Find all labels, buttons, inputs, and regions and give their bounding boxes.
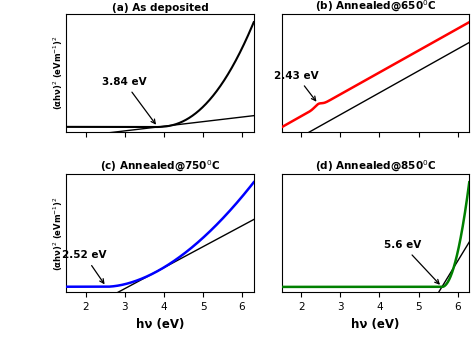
Title: (a) As deposited: (a) As deposited xyxy=(112,3,209,13)
Y-axis label: (αhν)$^2$ (eVm$^{-1}$)$^2$: (αhν)$^2$ (eVm$^{-1}$)$^2$ xyxy=(52,36,65,110)
X-axis label: hν (eV): hν (eV) xyxy=(351,318,400,331)
Title: (d) Annealed@850$^0$C: (d) Annealed@850$^0$C xyxy=(315,159,436,174)
Title: (b) Annealed@650$^0$C: (b) Annealed@650$^0$C xyxy=(315,0,436,14)
Text: 2.52 eV: 2.52 eV xyxy=(63,250,107,283)
Text: 5.6 eV: 5.6 eV xyxy=(384,240,439,284)
X-axis label: hν (eV): hν (eV) xyxy=(136,318,184,331)
Y-axis label: (αhν)$^2$ (eVm$^{-1}$)$^2$: (αhν)$^2$ (eVm$^{-1}$)$^2$ xyxy=(52,196,65,270)
Text: 3.84 eV: 3.84 eV xyxy=(102,77,155,123)
Text: 2.43 eV: 2.43 eV xyxy=(274,71,319,101)
Title: (c) Annealed@750$^0$C: (c) Annealed@750$^0$C xyxy=(100,159,220,174)
